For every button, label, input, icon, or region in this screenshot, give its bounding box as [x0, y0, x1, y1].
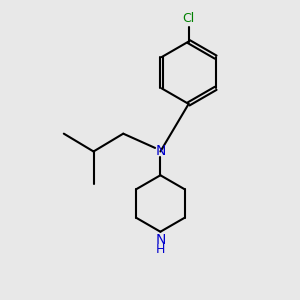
Text: N: N: [155, 145, 166, 158]
Text: Cl: Cl: [182, 12, 195, 25]
Text: N: N: [155, 233, 166, 247]
Text: H: H: [156, 243, 165, 256]
